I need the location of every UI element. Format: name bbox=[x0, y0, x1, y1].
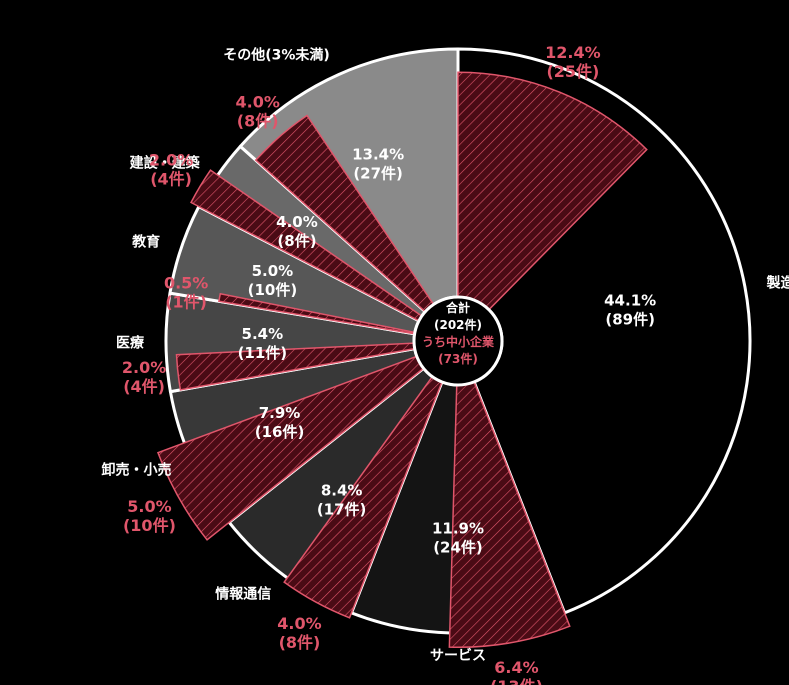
sme-slices-group bbox=[156, 71, 648, 648]
slice-count-label: (11件) bbox=[238, 344, 288, 362]
sme-count-label: (13件) bbox=[490, 677, 543, 685]
sme-count-label: (4件) bbox=[123, 377, 165, 396]
slice-count-label: (89件) bbox=[605, 310, 655, 328]
sme-pct-label: 5.0% bbox=[127, 497, 171, 516]
center-label-sme-count: (73件) bbox=[438, 351, 478, 366]
sme-pct-label: 2.0% bbox=[122, 358, 166, 377]
category-label-medical: 医療 bbox=[116, 334, 145, 351]
center-label-total-count: (202件) bbox=[434, 317, 482, 332]
sme-pct-label: 2.0% bbox=[149, 150, 193, 169]
sme-count-label: (25件) bbox=[546, 62, 599, 81]
slice-pct-label: 13.4% bbox=[352, 145, 404, 163]
sme-count-label: (8件) bbox=[279, 633, 321, 652]
sme-count-label: (4件) bbox=[150, 169, 192, 188]
slice-pct-label: 4.0% bbox=[276, 213, 318, 231]
category-label-manufacturing: 製造 bbox=[766, 275, 789, 292]
slice-count-label: (17件) bbox=[317, 500, 367, 518]
category-label-wholesale-retail: 卸売・小売 bbox=[102, 462, 172, 479]
slice-count-label: (16件) bbox=[255, 423, 305, 441]
main-slices-group bbox=[164, 47, 752, 635]
category-label-service: サービス bbox=[430, 648, 486, 664]
slice-count-label: (27件) bbox=[353, 164, 403, 182]
center-hole-group: 合計 (202件) うち中小企業 (73件) bbox=[412, 295, 504, 387]
category-label-it: 情報通信 bbox=[215, 585, 271, 602]
sme-count-label: (10件) bbox=[123, 516, 176, 535]
slice-count-label: (8件) bbox=[277, 232, 316, 250]
center-label-total: 合計 bbox=[446, 300, 470, 315]
slice-count-label: (10件) bbox=[248, 281, 298, 299]
slice-pct-label: 44.1% bbox=[604, 291, 656, 309]
slice-pct-label: 8.4% bbox=[321, 481, 363, 499]
sme-pct-label: 6.4% bbox=[494, 658, 538, 677]
slice-count-label: (24件) bbox=[433, 539, 483, 557]
sme-count-label: (1件) bbox=[165, 292, 207, 311]
sme-pct-label: 4.0% bbox=[277, 614, 321, 633]
slice-pct-label: 5.4% bbox=[242, 325, 284, 343]
category-label-education: 教育 bbox=[132, 234, 160, 251]
sme-pct-label: 12.4% bbox=[545, 43, 601, 62]
category-label-construction: 建設・建築 bbox=[130, 155, 201, 172]
sme-pct-label: 0.5% bbox=[164, 273, 208, 292]
slice-pct-label: 5.0% bbox=[252, 262, 294, 280]
sme-count-label: (8件) bbox=[237, 112, 279, 131]
category-label-other: その他(3%未満) bbox=[223, 46, 330, 63]
center-label-sme: うち中小企業 bbox=[422, 334, 495, 349]
slice-pct-label: 11.9% bbox=[432, 520, 484, 538]
center-hole bbox=[412, 295, 504, 387]
sme-pct-label: 4.0% bbox=[235, 93, 279, 112]
slice-pct-label: 7.9% bbox=[259, 404, 301, 422]
labels-group: 44.1%(89件) 製造 12.4%(25件) 11.9%(24件) サービス 6.4%… bbox=[102, 43, 789, 685]
